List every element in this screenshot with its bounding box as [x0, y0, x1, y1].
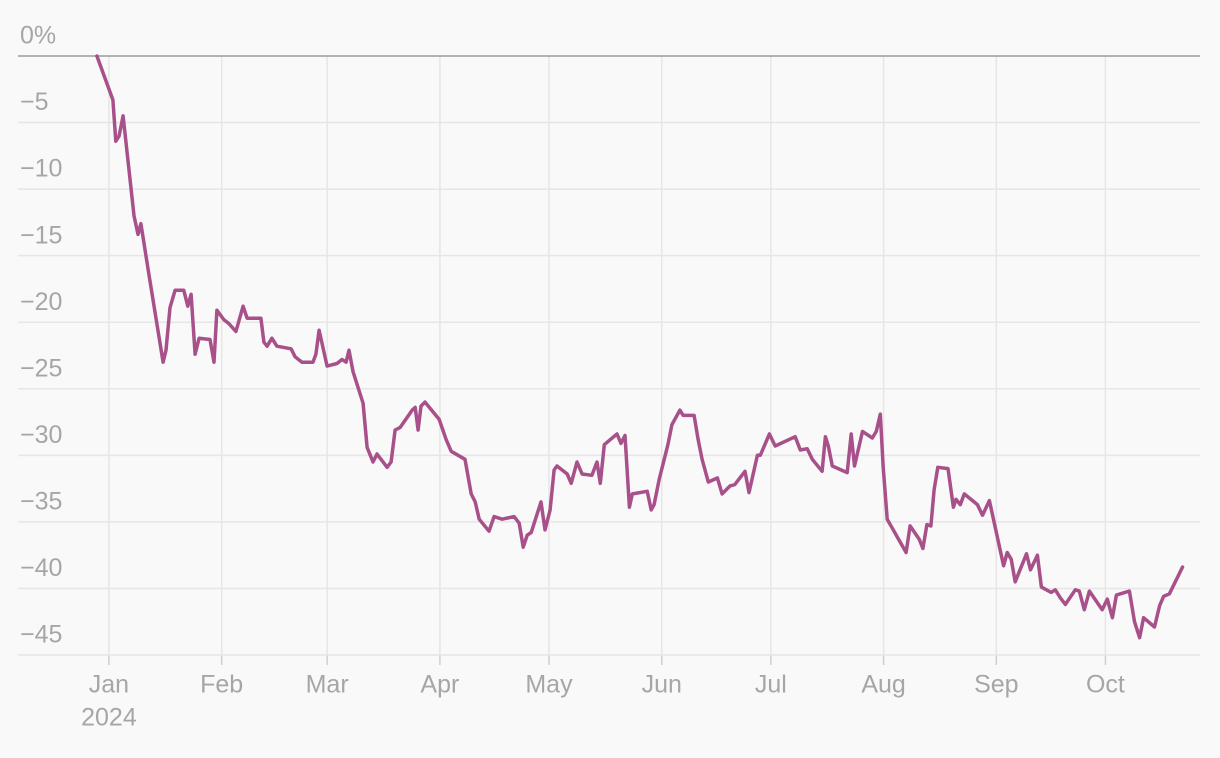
y-tick-label: −30 [20, 421, 62, 449]
x-year-label: 2024 [81, 704, 137, 732]
x-tick-label: Oct [1086, 671, 1125, 699]
x-tick-label: Sep [974, 671, 1018, 699]
y-tick-label: −45 [20, 621, 62, 649]
y-tick-label: 0% [20, 22, 56, 50]
y-tick-label: −20 [20, 288, 62, 316]
x-tick-label: Jun [642, 671, 682, 699]
x-tick-label: Jul [755, 671, 787, 699]
x-tick-label: May [525, 671, 573, 699]
y-tick-label: −15 [20, 221, 62, 249]
line-series [95, 54, 1185, 640]
x-tick-label: Jan [89, 671, 129, 699]
x-tick-label: Apr [420, 671, 459, 699]
x-tick-label: Mar [306, 671, 349, 699]
x-tick-label: Feb [200, 671, 243, 699]
y-tick-label: −5 [20, 88, 49, 116]
y-tick-label: −25 [20, 354, 62, 382]
y-tick-label: −35 [20, 487, 62, 515]
x-tick-label: Aug [861, 671, 905, 699]
y-tick-label: −40 [20, 554, 62, 582]
y-tick-label: −10 [20, 155, 62, 183]
